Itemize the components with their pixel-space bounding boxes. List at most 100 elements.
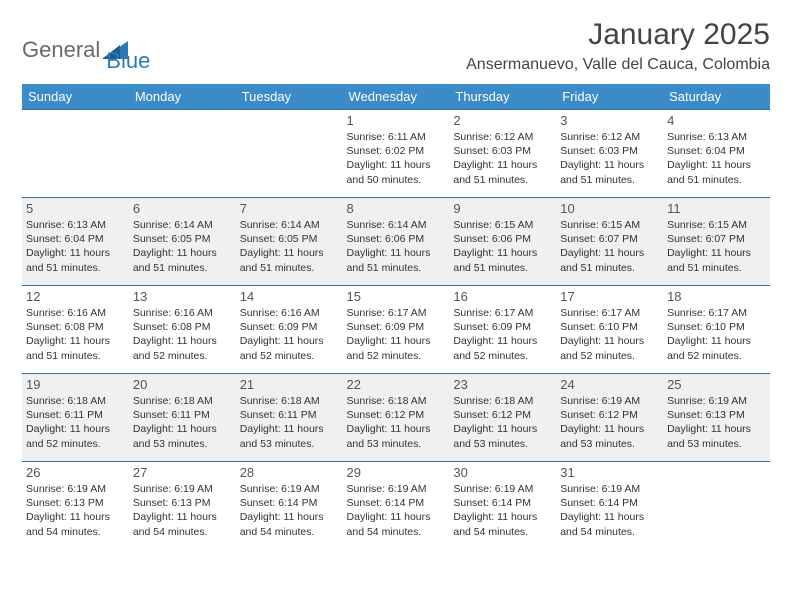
- calendar-day-cell: 9 Sunrise: 6:15 AMSunset: 6:06 PMDaylight…: [449, 198, 556, 286]
- day-header: Saturday: [663, 84, 770, 110]
- day-number: 26: [26, 465, 125, 480]
- calendar-day-cell: 14Sunrise: 6:16 AMSunset: 6:09 PMDayligh…: [236, 286, 343, 374]
- calendar-day-cell: 7Sunrise: 6:14 AMSunset: 6:05 PMDaylight…: [236, 198, 343, 286]
- day-info: Sunrise: 6:18 AMSunset: 6:11 PMDaylight:…: [26, 394, 125, 451]
- brand-text-blue: Blue: [106, 48, 150, 74]
- calendar-body: 1 Sunrise: 6:11 AMSunset: 6:02 PMDaylight…: [22, 110, 770, 550]
- calendar-day-cell: 13 Sunrise: 6:16 AMSunset: 6:08 PMDayligh…: [129, 286, 236, 374]
- day-header: Thursday: [449, 84, 556, 110]
- day-header: Wednesday: [343, 84, 450, 110]
- calendar-day-cell: 10Sunrise: 6:15 AMSunset: 6:07 PMDayligh…: [556, 198, 663, 286]
- day-header: Sunday: [22, 84, 129, 110]
- day-info: Sunrise: 6:11 AMSunset: 6:02 PMDaylight:…: [347, 130, 446, 187]
- calendar-day-cell: 22 Sunrise: 6:18 AMSunset: 6:12 PMDayligh…: [343, 374, 450, 462]
- day-info: Sunrise: 6:19 AMSunset: 6:12 PMDaylight:…: [560, 394, 659, 451]
- day-number: 5: [26, 201, 125, 216]
- day-number: 22: [347, 377, 446, 392]
- day-info: Sunrise: 6:14 AMSunset: 6:06 PMDaylight:…: [347, 218, 446, 275]
- day-number: 17: [560, 289, 659, 304]
- day-info: Sunrise: 6:17 AMSunset: 6:09 PMDaylight:…: [347, 306, 446, 363]
- day-info: Sunrise: 6:13 AMSunset: 6:04 PMDaylight:…: [667, 130, 766, 187]
- day-info: Sunrise: 6:19 AMSunset: 6:14 PMDaylight:…: [347, 482, 446, 539]
- day-info: Sunrise: 6:19 AMSunset: 6:14 PMDaylight:…: [240, 482, 339, 539]
- day-header: Tuesday: [236, 84, 343, 110]
- calendar-day-cell: 23 Sunrise: 6:18 AMSunset: 6:12 PMDayligh…: [449, 374, 556, 462]
- day-number: 28: [240, 465, 339, 480]
- day-number: 13: [133, 289, 232, 304]
- day-number: 8: [347, 201, 446, 216]
- day-number: 2: [453, 113, 552, 128]
- day-info: Sunrise: 6:16 AMSunset: 6:08 PMDaylight:…: [133, 306, 232, 363]
- day-number: 15: [347, 289, 446, 304]
- day-number: 14: [240, 289, 339, 304]
- calendar-day-cell: 16 Sunrise: 6:17 AMSunset: 6:09 PMDayligh…: [449, 286, 556, 374]
- calendar-day-cell: 6Sunrise: 6:14 AMSunset: 6:05 PMDaylight…: [129, 198, 236, 286]
- day-number: 25: [667, 377, 766, 392]
- day-info: Sunrise: 6:19 AMSunset: 6:14 PMDaylight:…: [560, 482, 659, 539]
- day-number: 16: [453, 289, 552, 304]
- day-info: Sunrise: 6:17 AMSunset: 6:10 PMDaylight:…: [667, 306, 766, 363]
- location-subtitle: Ansermanuevo, Valle del Cauca, Colombia: [466, 56, 770, 74]
- day-info: Sunrise: 6:18 AMSunset: 6:11 PMDaylight:…: [133, 394, 232, 451]
- calendar-week-row: 1 Sunrise: 6:11 AMSunset: 6:02 PMDaylight…: [22, 110, 770, 198]
- day-info: Sunrise: 6:15 AMSunset: 6:06 PMDaylight:…: [453, 218, 552, 275]
- calendar-day-cell: 2Sunrise: 6:12 AMSunset: 6:03 PMDaylight…: [449, 110, 556, 198]
- day-number: 19: [26, 377, 125, 392]
- day-info: Sunrise: 6:19 AMSunset: 6:13 PMDaylight:…: [133, 482, 232, 539]
- day-info: Sunrise: 6:14 AMSunset: 6:05 PMDaylight:…: [133, 218, 232, 275]
- day-number: 29: [347, 465, 446, 480]
- calendar-day-cell: 27 Sunrise: 6:19 AMSunset: 6:13 PMDayligh…: [129, 462, 236, 550]
- calendar-day-cell: 18 Sunrise: 6:17 AMSunset: 6:10 PMDayligh…: [663, 286, 770, 374]
- day-info: Sunrise: 6:18 AMSunset: 6:12 PMDaylight:…: [347, 394, 446, 451]
- title-block: January 2025 Ansermanuevo, Valle del Cau…: [466, 18, 770, 74]
- day-number: 1: [347, 113, 446, 128]
- header: General Blue January 2025 Ansermanuevo, …: [22, 18, 770, 74]
- day-number: 20: [133, 377, 232, 392]
- calendar-day-cell: 19 Sunrise: 6:18 AMSunset: 6:11 PMDayligh…: [22, 374, 129, 462]
- day-number: 23: [453, 377, 552, 392]
- calendar-empty-cell: [129, 110, 236, 198]
- calendar-day-cell: 31 Sunrise: 6:19 AMSunset: 6:14 PMDayligh…: [556, 462, 663, 550]
- calendar-day-cell: 29 Sunrise: 6:19 AMSunset: 6:14 PMDayligh…: [343, 462, 450, 550]
- day-info: Sunrise: 6:12 AMSunset: 6:03 PMDaylight:…: [560, 130, 659, 187]
- calendar-day-cell: 3Sunrise: 6:12 AMSunset: 6:03 PMDaylight…: [556, 110, 663, 198]
- calendar-day-cell: 11Sunrise: 6:15 AMSunset: 6:07 PMDayligh…: [663, 198, 770, 286]
- calendar-day-cell: 12Sunrise: 6:16 AMSunset: 6:08 PMDayligh…: [22, 286, 129, 374]
- day-number: 21: [240, 377, 339, 392]
- calendar-day-cell: 1 Sunrise: 6:11 AMSunset: 6:02 PMDaylight…: [343, 110, 450, 198]
- day-header-row: SundayMondayTuesdayWednesdayThursdayFrid…: [22, 84, 770, 110]
- day-number: 18: [667, 289, 766, 304]
- day-number: 7: [240, 201, 339, 216]
- calendar-week-row: 19 Sunrise: 6:18 AMSunset: 6:11 PMDayligh…: [22, 374, 770, 462]
- day-info: Sunrise: 6:19 AMSunset: 6:14 PMDaylight:…: [453, 482, 552, 539]
- day-info: Sunrise: 6:19 AMSunset: 6:13 PMDaylight:…: [26, 482, 125, 539]
- calendar-week-row: 12 Sunrise: 6:16 AMSunset: 6:08 PMDayligh…: [22, 286, 770, 374]
- month-title: January 2025: [466, 18, 770, 52]
- calendar-day-cell: 26 Sunrise: 6:19 AMSunset: 6:13 PMDayligh…: [22, 462, 129, 550]
- calendar-empty-cell: [22, 110, 129, 198]
- calendar-day-cell: 5Sunrise: 6:13 AMSunset: 6:04 PMDaylight…: [22, 198, 129, 286]
- brand-logo: General Blue: [22, 18, 150, 74]
- day-header: Friday: [556, 84, 663, 110]
- calendar-week-row: 5Sunrise: 6:13 AMSunset: 6:04 PMDaylight…: [22, 198, 770, 286]
- day-number: 31: [560, 465, 659, 480]
- calendar-day-cell: 24Sunrise: 6:19 AMSunset: 6:12 PMDayligh…: [556, 374, 663, 462]
- day-info: Sunrise: 6:19 AMSunset: 6:13 PMDaylight:…: [667, 394, 766, 451]
- day-number: 9: [453, 201, 552, 216]
- day-info: Sunrise: 6:18 AMSunset: 6:11 PMDaylight:…: [240, 394, 339, 451]
- day-number: 27: [133, 465, 232, 480]
- calendar-day-cell: 28 Sunrise: 6:19 AMSunset: 6:14 PMDayligh…: [236, 462, 343, 550]
- calendar-day-cell: 30Sunrise: 6:19 AMSunset: 6:14 PMDayligh…: [449, 462, 556, 550]
- day-info: Sunrise: 6:18 AMSunset: 6:12 PMDaylight:…: [453, 394, 552, 451]
- calendar-day-cell: 15 Sunrise: 6:17 AMSunset: 6:09 PMDayligh…: [343, 286, 450, 374]
- calendar-day-cell: 4 Sunrise: 6:13 AMSunset: 6:04 PMDaylight…: [663, 110, 770, 198]
- calendar-day-cell: 8 Sunrise: 6:14 AMSunset: 6:06 PMDaylight…: [343, 198, 450, 286]
- calendar-day-cell: 25 Sunrise: 6:19 AMSunset: 6:13 PMDayligh…: [663, 374, 770, 462]
- day-header: Monday: [129, 84, 236, 110]
- calendar-day-cell: 21 Sunrise: 6:18 AMSunset: 6:11 PMDayligh…: [236, 374, 343, 462]
- brand-text-general: General: [22, 37, 100, 63]
- day-number: 12: [26, 289, 125, 304]
- day-number: 4: [667, 113, 766, 128]
- calendar-empty-cell: [663, 462, 770, 550]
- day-info: Sunrise: 6:17 AMSunset: 6:09 PMDaylight:…: [453, 306, 552, 363]
